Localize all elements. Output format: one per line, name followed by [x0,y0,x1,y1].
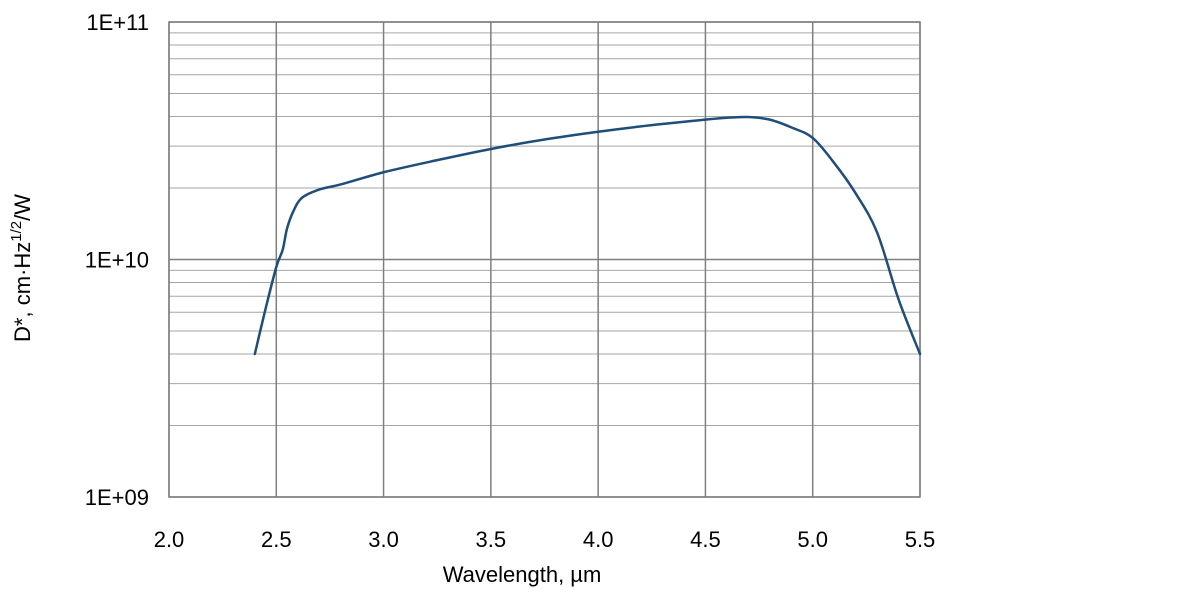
y-axis-title-suffix: /W [10,194,35,221]
y-tick-label: 1E+11 [86,10,149,35]
y-axis-title: D*, cm·Hz1/2/W [8,194,35,342]
x-axis-tick-labels: 2.0 2.5 3.0 3.5 4.0 4.5 5.0 5.5 [154,527,936,552]
x-tick-label: 3.5 [476,527,507,552]
x-tick-label: 4.5 [690,527,721,552]
x-tick-label: 2.0 [154,527,185,552]
y-axis-tick-labels: 1E+09 1E+10 1E+11 [85,10,149,510]
x-axis-title: Wavelength, µm [443,562,602,587]
x-tick-label: 4.0 [583,527,614,552]
minor-gridlines [169,32,920,427]
y-tick-label: 1E+10 [85,248,149,273]
x-tick-label: 5.5 [905,527,936,552]
plot-area-frame [168,21,921,498]
x-tick-label: 5.0 [797,527,828,552]
x-tick-label: 2.5 [261,527,292,552]
y-tick-label: 1E+09 [85,485,149,510]
y-axis-title-superscript: 1/2 [8,221,25,242]
series-layer [253,115,922,356]
x-tick-label: 3.0 [368,527,399,552]
y-axis-title-base: D*, cm·Hz [10,242,35,342]
series-line [253,115,922,356]
